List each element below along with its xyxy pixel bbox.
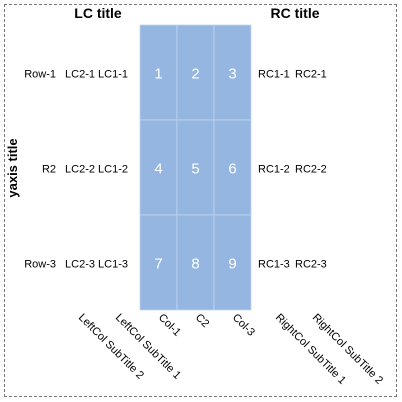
column-tick-label: C2: [193, 312, 211, 330]
table-cell: [176, 119, 215, 216]
cell-value-label: 9: [228, 256, 236, 273]
cell-value-label: 1: [154, 66, 162, 83]
cell-value-label: 3: [228, 66, 236, 83]
right-column-subtitle: RightCol SubTitle 2: [310, 312, 385, 387]
column-tick-label: Col-1: [156, 312, 183, 339]
left-column-label: LC1-1: [98, 69, 128, 81]
left-column-title: LC title: [74, 5, 122, 21]
cell-value-label: 8: [191, 256, 199, 273]
left-column-label: LC1-2: [98, 164, 128, 176]
cell-value-label: 2: [191, 66, 199, 83]
right-column-subtitle: RightCol SubTitle 1: [273, 312, 348, 387]
table-cell: [213, 214, 252, 311]
row-label: Row-1: [24, 69, 56, 81]
cell-value-label: 4: [154, 161, 162, 178]
row-label: R2: [42, 164, 56, 176]
y-axis-title: yaxis title: [5, 138, 20, 197]
right-column-title: RC title: [271, 5, 320, 21]
right-column-label: RC1-1: [258, 69, 290, 81]
column-tick-label: Col-3: [230, 312, 257, 339]
cell-value-label: 6: [228, 161, 236, 178]
left-column-label: LC2-3: [65, 259, 95, 271]
cell-value-label: 5: [191, 161, 199, 178]
right-column-label: RC1-2: [258, 164, 290, 176]
right-column-label: RC2-1: [295, 69, 327, 81]
left-column-label: LC2-1: [65, 69, 95, 81]
right-column-label: RC1-3: [258, 259, 290, 271]
table-cell: [176, 214, 215, 311]
row-label: Row-3: [24, 259, 56, 271]
table-cell: [213, 24, 252, 121]
cell-grid: 1 2 3 4 5 6 7 8 9: [139, 24, 252, 311]
right-column-label: RC2-2: [295, 164, 327, 176]
right-column-label: RC2-3: [295, 259, 327, 271]
left-column-subtitle: LeftCol SubTitle 2: [76, 312, 146, 382]
left-column-label: LC2-2: [65, 164, 95, 176]
table-cell: [139, 214, 178, 311]
table-cell: [176, 24, 215, 121]
cell-value-label: 7: [154, 256, 162, 273]
table-cell: [139, 24, 178, 121]
chart-frame: [4, 4, 397, 397]
left-column-label: LC1-3: [98, 259, 128, 271]
